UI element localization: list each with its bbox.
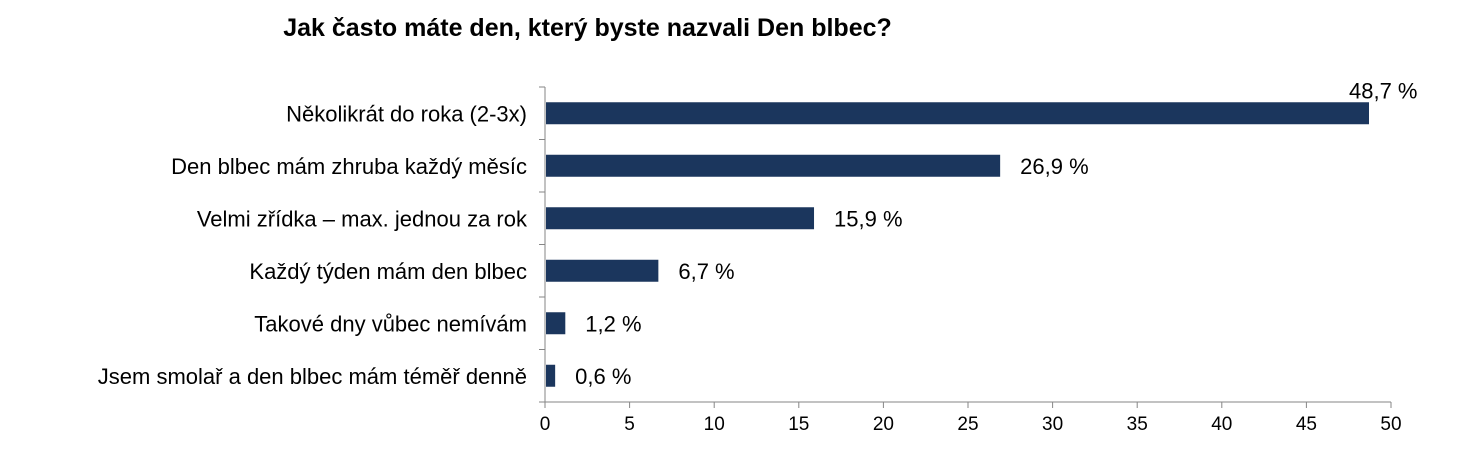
x-tick-label: 40 (1211, 414, 1232, 435)
data-label: 26,9 % (1020, 154, 1088, 179)
x-tick-label: 30 (1042, 414, 1063, 435)
bar (546, 364, 556, 387)
category-label: Den blbec mám zhruba každý měsíc (171, 154, 527, 179)
x-tick-label: 10 (704, 414, 725, 435)
x-tick-label: 45 (1296, 414, 1317, 435)
x-tick-label: 20 (873, 414, 894, 435)
x-tick-label: 0 (540, 414, 551, 435)
category-label: Jsem smolař a den blbec mám téměř denně (98, 364, 527, 389)
bar (546, 154, 1001, 177)
data-label: 6,7 % (678, 259, 734, 284)
bar (546, 207, 815, 230)
x-tick-label: 5 (624, 414, 635, 435)
x-tick-label: 50 (1380, 414, 1401, 435)
category-label: Každý týden mám den blbec (249, 259, 527, 284)
data-label: 1,2 % (585, 311, 641, 336)
bar (546, 312, 566, 335)
bar (546, 259, 659, 282)
data-label: 48,7 % (1349, 78, 1418, 103)
category-label: Takové dny vůbec nemívám (254, 311, 527, 336)
category-label: Velmi zřídka – max. jednou za rok (197, 206, 528, 231)
bar (546, 102, 1370, 125)
data-label: 0,6 % (575, 364, 631, 389)
x-tick-label: 35 (1127, 414, 1148, 435)
x-tick-label: 25 (957, 414, 978, 435)
x-tick-label: 15 (788, 414, 809, 435)
category-label: Několikrát do roka (2-3x) (286, 101, 527, 126)
chart-title: Jak často máte den, který byste nazvali … (283, 14, 892, 42)
data-label: 15,9 % (834, 206, 903, 231)
